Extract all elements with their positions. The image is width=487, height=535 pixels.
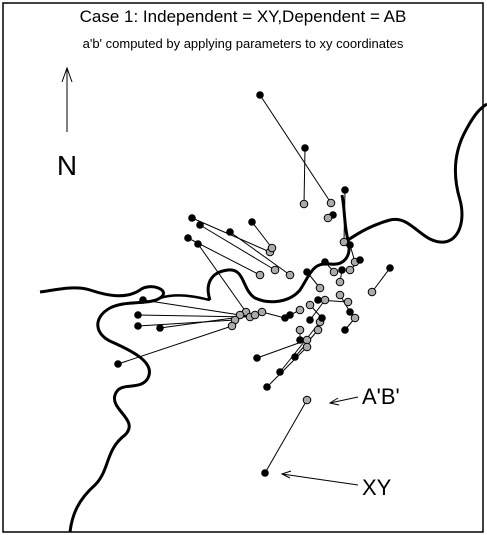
xy-point xyxy=(346,241,354,249)
ab-point xyxy=(323,213,333,223)
title: Case 1: Independent = XY,Dependent = AB xyxy=(80,7,407,26)
north-arrow xyxy=(61,66,73,132)
legend-xy-label: XY xyxy=(362,475,392,500)
legend-arrows xyxy=(280,396,359,486)
displacement xyxy=(117,325,233,365)
xy-point xyxy=(338,266,346,274)
ab-point xyxy=(335,290,345,300)
displacement xyxy=(142,299,241,316)
xy-point xyxy=(346,308,354,316)
ab-point xyxy=(335,277,345,287)
xy-point xyxy=(139,296,147,304)
ab-point xyxy=(250,310,260,320)
subtitle: a'b' computed by applying parameters to … xyxy=(83,36,404,51)
xy-point xyxy=(253,354,261,362)
xy-point xyxy=(321,258,329,266)
ab-point xyxy=(367,287,377,297)
xy-point xyxy=(314,296,322,304)
ab-point xyxy=(315,283,325,293)
xy-point xyxy=(303,268,311,276)
ab-point xyxy=(257,307,267,317)
ab-point xyxy=(302,342,312,352)
xy-point xyxy=(276,368,284,376)
xy-point xyxy=(184,234,192,242)
ab-point xyxy=(302,335,312,345)
ab-point xyxy=(255,270,265,280)
ab-point xyxy=(302,395,312,405)
ab-point xyxy=(235,310,245,320)
displacement xyxy=(197,243,247,313)
xy-point xyxy=(281,314,289,322)
xy-point xyxy=(134,311,142,319)
displacement xyxy=(279,321,321,373)
xy-point xyxy=(356,256,364,264)
displacement xyxy=(199,224,276,271)
ab-point xyxy=(320,295,330,305)
ab-point xyxy=(350,313,360,323)
displacement xyxy=(266,346,308,388)
displacement xyxy=(371,267,391,293)
legend-arrow-xy xyxy=(281,473,359,486)
ab-point xyxy=(345,265,355,275)
displacement xyxy=(137,314,251,318)
ab-point xyxy=(267,243,277,253)
north-arrow-head xyxy=(61,66,73,83)
river-link xyxy=(159,294,211,302)
vectors xyxy=(114,91,394,477)
ab-point xyxy=(285,270,295,280)
xy-point xyxy=(341,326,349,334)
xy-point xyxy=(386,264,394,272)
ab-point xyxy=(343,297,353,307)
xy-point xyxy=(248,218,256,226)
ab-point xyxy=(299,199,309,209)
displacement xyxy=(229,231,291,276)
xy-point xyxy=(261,469,269,477)
ab-point xyxy=(295,325,305,335)
xy-point xyxy=(134,322,142,330)
legend-arrow-xy-head xyxy=(280,470,292,479)
legend-arrow-ab-head xyxy=(328,397,340,406)
ab-point xyxy=(305,300,315,310)
xy-point xyxy=(188,214,196,222)
xy-point xyxy=(256,91,264,99)
ab-point xyxy=(270,265,280,275)
displacement xyxy=(251,221,273,249)
xy-point xyxy=(318,314,326,322)
north-label: N xyxy=(57,150,77,181)
ab-point xyxy=(313,325,323,335)
displacement xyxy=(259,94,332,204)
legend-arrow-ab xyxy=(329,396,359,404)
ab-point xyxy=(295,305,305,315)
xy-point xyxy=(291,353,299,361)
xy-point xyxy=(156,324,164,332)
xy-point xyxy=(226,228,234,236)
displacement xyxy=(303,147,306,205)
xy-point xyxy=(263,383,271,391)
ab-point xyxy=(227,321,237,331)
xy-point xyxy=(301,144,309,152)
ab-point xyxy=(326,198,336,208)
xy-point xyxy=(194,240,202,248)
displacement xyxy=(343,189,346,243)
ab-point xyxy=(329,267,339,277)
xy-point xyxy=(341,186,349,194)
river xyxy=(39,102,487,533)
xy-point xyxy=(196,221,204,229)
xy-point xyxy=(306,316,314,324)
xy-point xyxy=(114,360,122,368)
displacement xyxy=(264,399,308,474)
xy-point xyxy=(296,336,304,344)
displacement xyxy=(137,319,236,327)
legend-ab-label: A'B' xyxy=(362,384,400,409)
